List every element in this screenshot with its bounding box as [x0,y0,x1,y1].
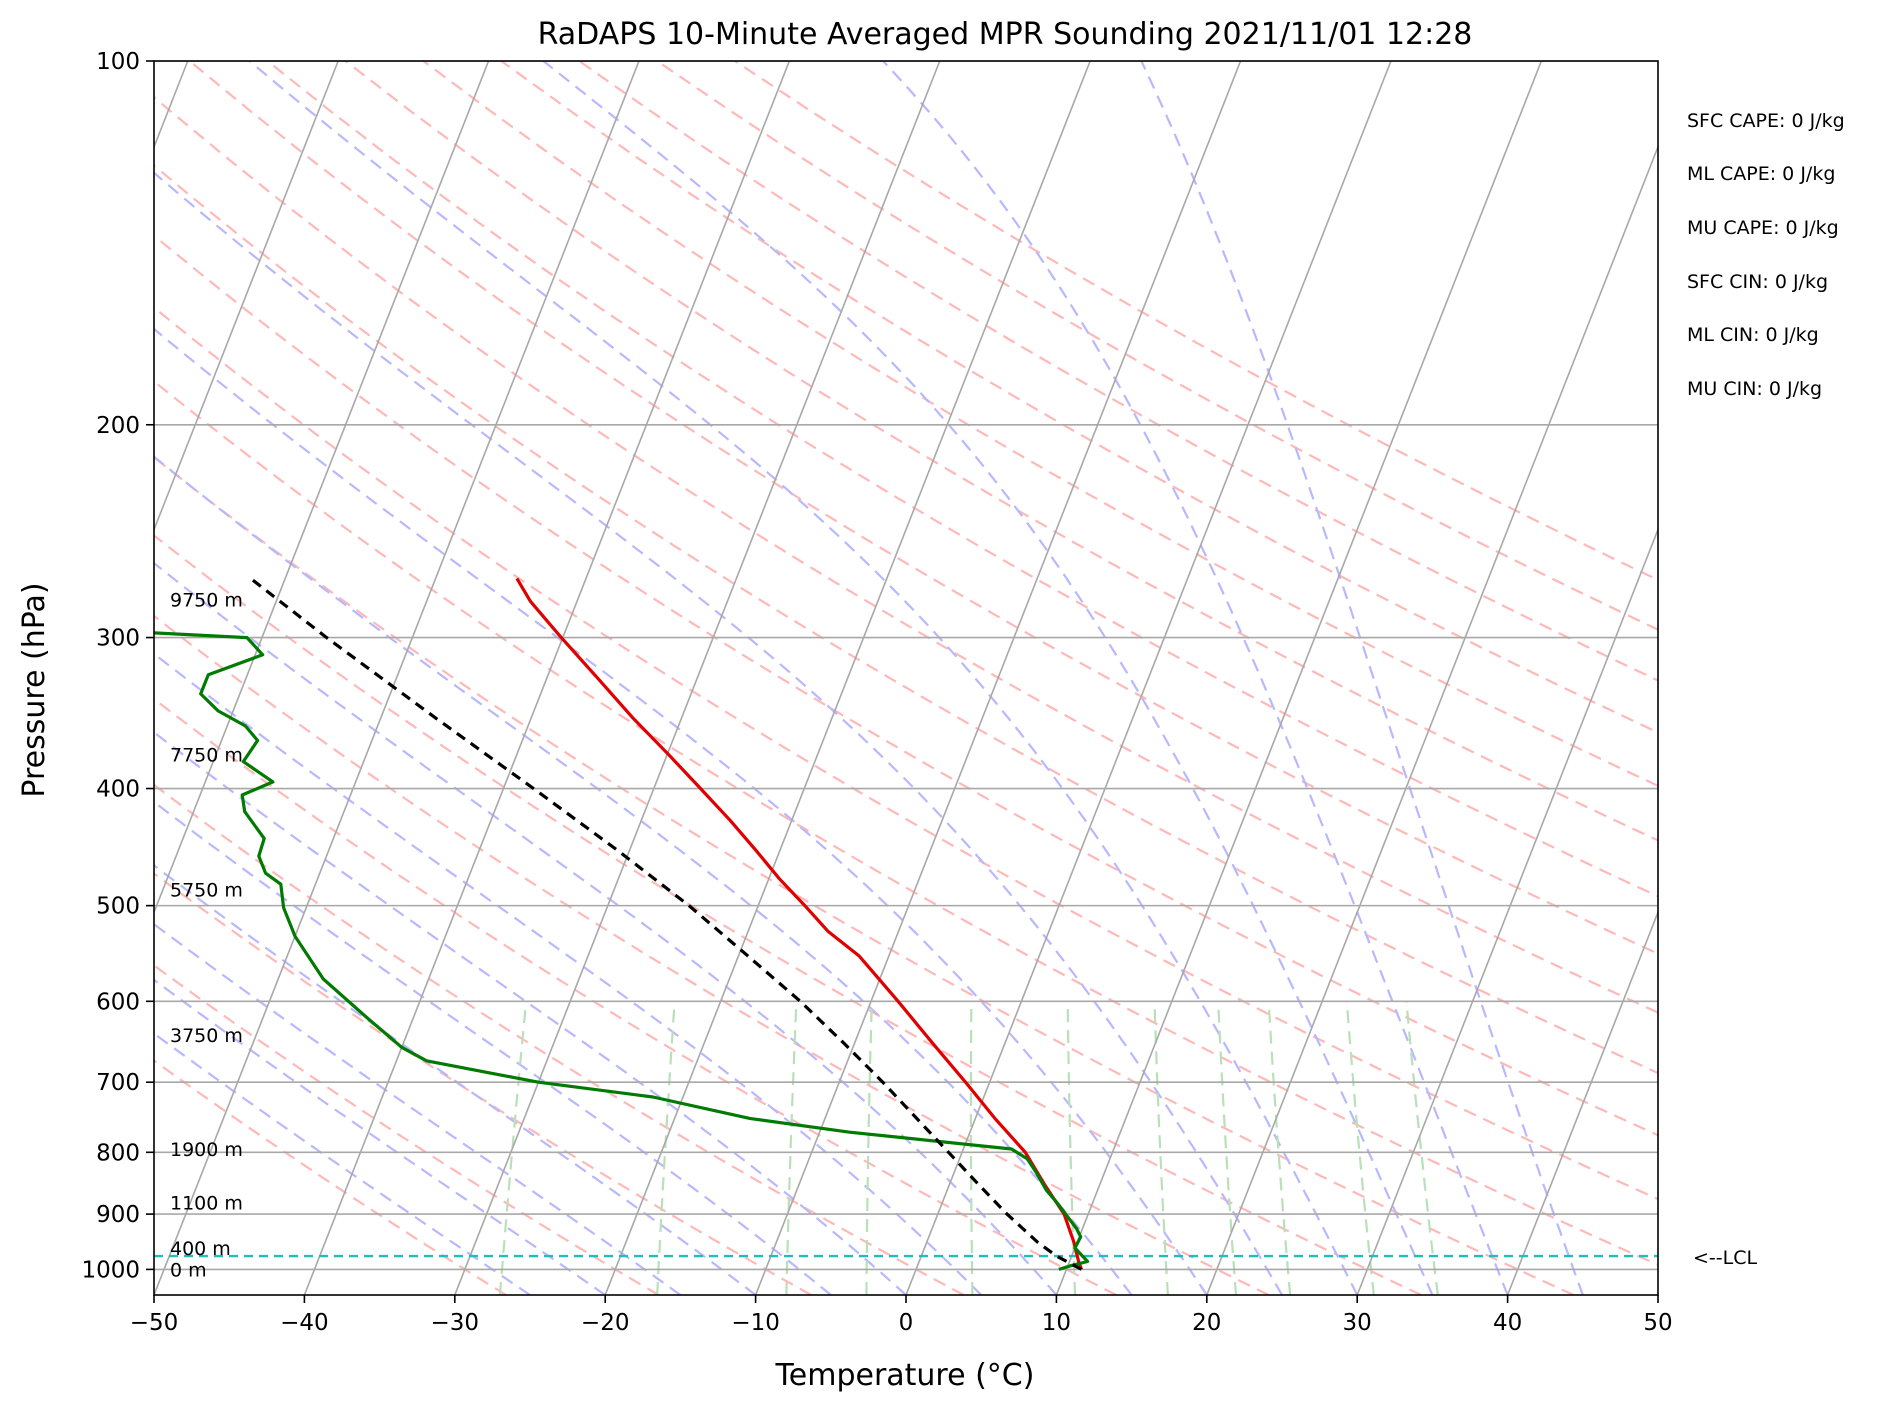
chart-title: RaDAPS 10-Minute Averaged MPR Sounding 2… [538,17,1473,52]
sfc-cin-label: SFC CIN: 0 J/kg [1687,271,1829,293]
sounding-traces [154,577,1658,1271]
dry-adiabat-line [154,95,1658,1014]
dry-adiabat-line [500,61,1658,734]
mixing-ratio-line [1345,1001,1375,1295]
isotherm-line [1356,527,1658,1295]
mixing-ratio-line [865,1001,873,1295]
dry-adiabat-line [578,61,1658,682]
y-tick-label: 500 [96,894,140,920]
height-label: 400 m [170,1238,231,1260]
height-label: 3750 m [170,1025,243,1047]
isotherm-line [154,61,640,1295]
moist-adiabat-line [154,730,907,1295]
dry-adiabat-line [154,614,1270,1295]
ml-cape-label: ML CAPE: 0 J/kg [1687,163,1836,185]
moist-adiabat-line [154,1032,531,1295]
moist-adiabat-line [154,561,1058,1295]
mixing-ratio-line [1066,1001,1077,1295]
dewpoint-profile-line [154,631,1090,1271]
isotherm-line [1206,144,1658,1295]
moist-adiabat-line [154,327,1208,1295]
isotherm-line [454,61,941,1295]
moist-adiabat-line [154,978,606,1295]
dry-adiabat-line [422,61,1658,788]
parcel-path-line [249,577,1083,1271]
x-tick-label: 50 [1643,1310,1672,1336]
dry-adiabat-line [188,61,1658,955]
height-label: 1900 m [170,1139,243,1161]
dry-adiabat-line [154,455,1575,1295]
mixing-ratio-line [1267,1001,1292,1295]
y-tick-label: 700 [96,1070,140,1096]
moist-adiabat-line [882,61,1509,1295]
isotherm-line [905,61,1392,1295]
y-tick-label: 600 [96,989,140,1015]
isotherm-line [1055,61,1543,1295]
x-tick-label: −40 [280,1310,329,1336]
moist-adiabat-line [1140,61,1584,1295]
moist-adiabat-line [542,61,1434,1295]
moist-adiabat-line [154,652,982,1295]
dry-adiabat-line [154,697,1117,1295]
y-tick-label: 200 [96,413,140,439]
mixing-ratio-line [1153,1001,1169,1295]
moist-adiabat-line [154,922,682,1295]
isotherm-line [303,61,791,1295]
mixing-ratio-line [1217,1001,1238,1295]
height-label: 0 m [170,1259,207,1281]
moist-adiabat-line [154,800,832,1295]
dry-adiabat-line [154,534,1422,1295]
mixing-ratio-line [969,1001,974,1295]
isotherm-line [1506,910,1658,1295]
mixing-ratio-line [498,1001,528,1295]
height-label: 7750 m [170,745,243,767]
y-tick-label: 300 [96,626,140,652]
height-label: 9750 m [170,589,243,611]
isotherm-line [604,61,1091,1295]
mixing-ratio-line [1405,1001,1439,1295]
isotherm-line [154,61,339,532]
moist-adiabat-line [248,61,1359,1295]
x-tick-label: −30 [431,1310,480,1336]
moist-adiabat-line [154,171,1283,1295]
y-tick-label: 1000 [81,1257,140,1283]
y-tick-label: 800 [96,1140,140,1166]
sfc-cape-label: SFC CAPE: 0 J/kg [1687,110,1845,132]
background-lines [154,61,1658,1295]
mixing-ratio-line [656,1001,676,1295]
isotherm-line [154,61,490,915]
ml-cin-label: ML CIN: 0 J/kg [1687,324,1819,346]
y-tick-label: 400 [96,777,140,803]
dry-adiabat-line [154,964,660,1295]
x-tick-label: 20 [1192,1310,1221,1336]
y-tick-label: 100 [96,49,140,75]
x-tick-label: 10 [1042,1310,1071,1336]
x-tick-label: 0 [899,1310,914,1336]
moist-adiabat-line [154,864,757,1295]
x-axis-label: Temperature (°C) [775,1358,1035,1393]
dry-adiabat-line [154,164,1658,1075]
y-tick-label: 900 [96,1202,140,1228]
axes: −50 −40 −30 −20 −10 0 10 20 30 40 50 100 200 300 400 50… [81,49,1672,1336]
y-axis-label: Pressure (hPa) [17,582,52,797]
height-label: 5750 m [170,880,243,902]
mu-cin-label: MU CIN: 0 J/kg [1687,378,1823,400]
isotherm-line [754,61,1242,1295]
height-label: 1100 m [170,1192,243,1214]
mixing-ratio-line [785,1001,798,1295]
x-tick-label: −20 [581,1310,630,1336]
x-tick-label: 30 [1343,1310,1372,1336]
lcl-label: <--LCL [1693,1247,1757,1269]
mu-cape-label: MU CAPE: 0 J/kg [1687,217,1839,239]
x-tick-label: −50 [130,1310,179,1336]
x-tick-label: 40 [1493,1310,1522,1336]
x-tick-label: −10 [731,1310,780,1336]
